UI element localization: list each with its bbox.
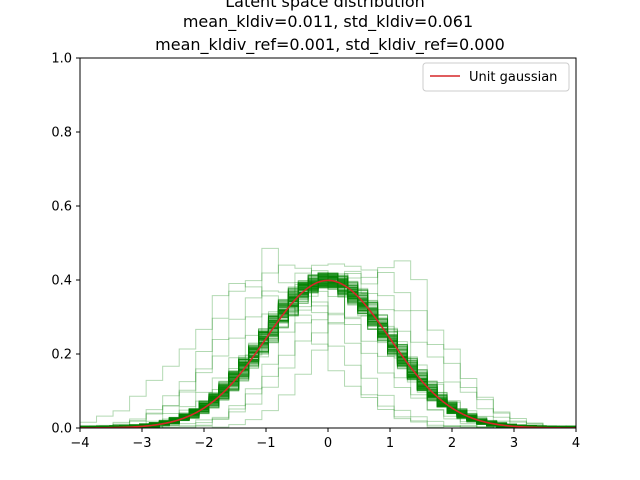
y-tick-label: 0.4 [51, 274, 72, 289]
histogram-step-line [80, 274, 576, 428]
histogram-step-line [80, 279, 576, 428]
histogram-step-line [80, 278, 576, 428]
x-tick-label: −3 [132, 436, 151, 451]
histogram-step-line [80, 277, 576, 428]
y-tick-label: 0.8 [51, 126, 72, 141]
histogram-step-line [80, 278, 576, 428]
x-tick-label: −1 [256, 436, 275, 451]
histogram-step-line [80, 282, 576, 428]
legend-box [422, 62, 570, 92]
y-tick-label: 0.6 [51, 200, 72, 215]
histogram-step-line [80, 264, 576, 428]
histogram-step-line [80, 277, 576, 428]
histogram-step-line [80, 283, 576, 428]
histogram-step-line [80, 273, 576, 428]
histogram-step-line [80, 285, 576, 428]
histogram-step-line [80, 278, 576, 428]
histogram-step-line [80, 263, 576, 428]
title-line-1: Latent space distribution [225, 0, 425, 11]
histogram-step-line [80, 281, 576, 428]
histogram-step-line [80, 280, 576, 428]
x-tick-label: 0 [324, 436, 332, 451]
plot-frame [79, 57, 577, 429]
histogram-step-line [80, 274, 576, 428]
x-tick-label: −2 [194, 436, 213, 451]
y-tick-label: 0.0 [51, 422, 72, 437]
histogram-step-line [80, 276, 576, 428]
x-tick-label: 2 [448, 436, 456, 451]
histogram-step-line [80, 260, 576, 428]
histogram-step-line [80, 277, 576, 428]
x-axis: −4 −3 −2 −1 0 1 2 3 4 [70, 428, 580, 451]
title-line-2: mean_kldiv=0.011, std_kldiv=0.061 [183, 12, 473, 32]
histogram-step-line [80, 276, 576, 428]
histogram-step-line [80, 278, 576, 428]
gaussian-series [80, 279, 576, 428]
histogram-step-line [80, 275, 576, 428]
y-tick-label: 1.0 [51, 52, 72, 67]
histogram-step-line [80, 278, 576, 428]
histogram-step-line [80, 275, 576, 428]
histogram-step-line [80, 277, 576, 428]
histogram-step-line [80, 270, 576, 428]
x-tick-label: 3 [510, 436, 518, 451]
histogram-step-line [80, 273, 576, 428]
histogram-step-line [80, 282, 576, 428]
legend-label-unit-gaussian: Unit gaussian [469, 70, 557, 85]
histogram-series [80, 247, 576, 428]
x-tick-label: −4 [70, 436, 89, 451]
chart-title: Latent space distribution mean_kldiv=0.0… [155, 0, 505, 55]
histogram-step-line [80, 247, 576, 428]
y-tick-label: 0.2 [51, 348, 72, 363]
title-line-3: mean_kldiv_ref=0.001, std_kldiv_ref=0.00… [155, 35, 505, 55]
histogram-step-line [80, 284, 576, 428]
histogram-step-line [80, 285, 576, 428]
unit-gaussian-line [80, 279, 576, 428]
histogram-step-line [80, 277, 576, 428]
histogram-step-line [80, 274, 576, 428]
histogram-step-line [80, 274, 576, 428]
x-tick-label: 1 [386, 436, 394, 451]
legend: Unit gaussian [422, 62, 570, 92]
histogram-step-line [80, 283, 576, 428]
histogram-step-line [80, 273, 576, 428]
y-axis: 0.0 0.2 0.4 0.6 0.8 1.0 [51, 52, 80, 437]
histogram-step-line [80, 275, 576, 428]
histogram-step-line [80, 275, 576, 428]
histogram-step-line [80, 282, 576, 428]
histogram-step-line [80, 275, 576, 428]
histogram-step-line [80, 281, 576, 428]
histogram-step-line [80, 272, 576, 428]
x-tick-label: 4 [572, 436, 580, 451]
histogram-step-line [80, 272, 576, 428]
histogram-step-line [80, 278, 576, 428]
